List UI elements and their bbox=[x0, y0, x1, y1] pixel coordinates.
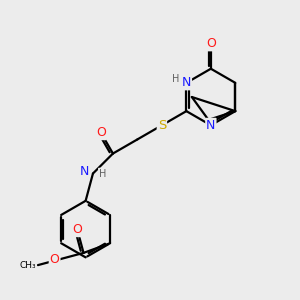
Text: N: N bbox=[182, 76, 191, 89]
Text: S: S bbox=[158, 119, 166, 132]
Text: O: O bbox=[96, 126, 106, 139]
Text: N: N bbox=[206, 119, 215, 132]
Text: H: H bbox=[172, 74, 179, 84]
Text: H: H bbox=[99, 169, 106, 178]
Text: O: O bbox=[73, 223, 82, 236]
Text: O: O bbox=[206, 38, 216, 50]
Text: CH₃: CH₃ bbox=[20, 261, 36, 270]
Text: N: N bbox=[80, 165, 89, 178]
Text: O: O bbox=[50, 253, 60, 266]
